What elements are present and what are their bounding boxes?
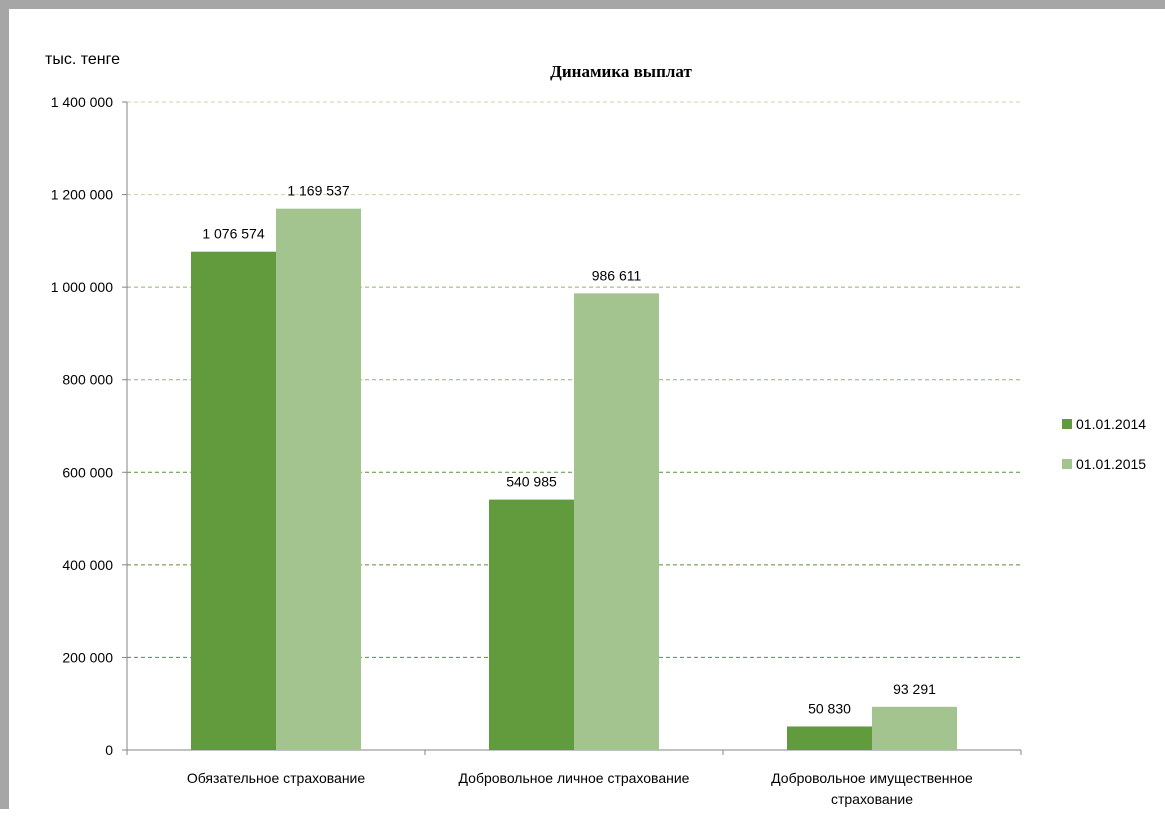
bar [787, 726, 872, 750]
y-tick-label: 200 000 [62, 649, 113, 665]
bar [872, 706, 957, 750]
legend-swatch [1062, 459, 1072, 469]
bar [276, 208, 361, 750]
legend-swatch [1062, 419, 1072, 429]
data-label: 986 611 [592, 267, 642, 283]
data-label: 1 169 537 [287, 183, 349, 199]
y-axis-unit-label: тыс. тенге [45, 51, 120, 68]
y-tick-label: 400 000 [62, 557, 113, 573]
x-category-label: Добровольное имущественное [771, 770, 973, 786]
bar [191, 251, 276, 751]
y-tick-label: 1 000 000 [51, 279, 113, 295]
y-tick-label: 800 000 [62, 372, 113, 388]
data-label: 540 985 [506, 474, 557, 490]
bar [489, 499, 574, 750]
data-label: 50 830 [808, 700, 851, 716]
y-tick-label: 0 [105, 742, 113, 758]
legend-label: 01.01.2014 [1076, 416, 1146, 432]
bar [574, 293, 659, 750]
bar-chart: Динамика выплат тыс. тенге 0 200 000 400 0… [45, 51, 1146, 807]
data-label: 1 076 574 [202, 226, 264, 242]
chart-title: Динамика выплат [550, 62, 692, 81]
y-tick-label: 1 400 000 [51, 94, 113, 110]
legend-label: 01.01.2015 [1076, 456, 1146, 472]
y-tick-label: 1 200 000 [51, 187, 113, 203]
x-category-label: Добровольное личное страхование [459, 770, 690, 786]
x-category-label: Обязательное страхование [187, 770, 366, 786]
y-tick-label: 600 000 [62, 464, 113, 480]
data-label: 93 291 [893, 681, 936, 697]
x-category-label: страхование [831, 791, 913, 807]
